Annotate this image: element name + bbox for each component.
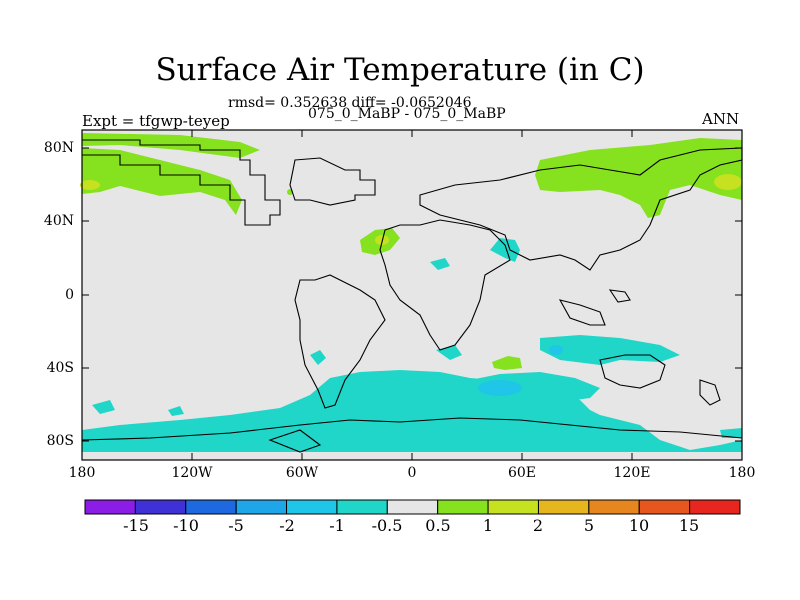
colorbar-label: 2 (532, 516, 544, 535)
stats-line: rmsd= 0.352638 diff= -0.0652046 (228, 95, 472, 111)
colorbar-box (235, 499, 288, 515)
plot-title: Surface Air Temperature (in C) (155, 52, 645, 88)
colorbar-box (286, 499, 338, 515)
colorbar-label: 10 (628, 516, 650, 535)
colorbar-box (689, 499, 741, 515)
y-tick-40s: 40S (46, 360, 74, 376)
colorbar-box (185, 499, 237, 515)
colorbar-box (437, 499, 489, 515)
colorbar-label: 0.5 (425, 516, 451, 535)
colorbar-label: -15 (123, 516, 149, 535)
y-tick-80s: 80S (46, 433, 74, 449)
y-tick-80n: 80N (43, 140, 74, 156)
x-tick-120w: 120W (171, 465, 213, 481)
x-tick-180e: 180 (728, 465, 756, 481)
colorbar-box (588, 499, 640, 515)
x-tick-60w: 60W (285, 465, 319, 481)
x-tick-180w: 180 (68, 465, 96, 481)
plot-subtitle: 075_0_MaBP - 075_0_MaBP (308, 106, 506, 122)
experiment-label: Expt = tfgwp-teyep (82, 112, 230, 130)
colorbar-label: -0.5 (371, 516, 403, 535)
colorbar-box (84, 499, 136, 515)
colorbar-box (134, 499, 187, 515)
colorbar (84, 499, 741, 515)
colorbar-label: -5 (228, 516, 244, 535)
colorbar-label: -1 (329, 516, 345, 535)
colorbar-box (487, 499, 539, 515)
colorbar-box (638, 499, 691, 515)
y-tick-40n: 40N (43, 213, 74, 229)
colorbar-label: 5 (583, 516, 595, 535)
x-tick-120e: 120E (613, 465, 651, 481)
colorbar-label: -2 (279, 516, 295, 535)
colorbar-box (336, 499, 388, 515)
colorbar-box (386, 499, 439, 515)
y-tick-0: 0 (65, 287, 74, 303)
axis-ticks (82, 130, 742, 460)
colorbar-label: 1 (482, 516, 494, 535)
coastlines (81, 139, 743, 453)
colorbar-label: 15 (678, 516, 700, 535)
colorbar-label: -10 (173, 516, 199, 535)
x-tick-60e: 60E (507, 465, 537, 481)
colorbar-box (537, 499, 590, 515)
season-label: ANN (702, 110, 740, 128)
x-tick-0: 0 (407, 465, 417, 481)
